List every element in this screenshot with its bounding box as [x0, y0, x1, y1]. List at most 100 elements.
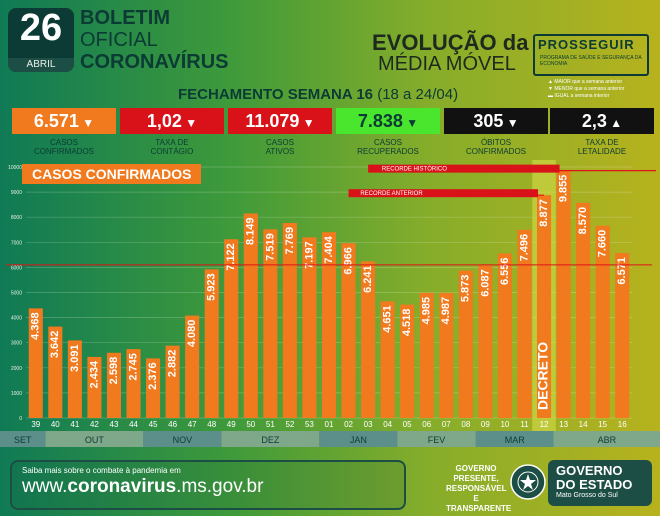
- x-tick-label: 52: [285, 420, 294, 429]
- bar-value-label: 7.769: [284, 227, 296, 255]
- bar-value-label: 6.966: [342, 247, 354, 275]
- indicator-value: 11.079: [245, 111, 300, 131]
- bar: [263, 229, 278, 418]
- x-tick-label: 11: [520, 420, 529, 429]
- indicator-value: 2,3: [581, 111, 607, 131]
- footer-link-box: [10, 460, 406, 510]
- x-tick-label: 44: [129, 420, 138, 429]
- bar: [302, 237, 317, 418]
- bar-value-label: 7.122: [225, 243, 237, 271]
- indicator-1: 1,02 ▼: [120, 108, 224, 134]
- x-tick-label: 14: [579, 420, 588, 429]
- indicator-3: 7.838 ▼: [336, 108, 440, 134]
- y-tick-label: 1000: [11, 391, 22, 397]
- bar: [321, 232, 337, 418]
- indicator-value: 7.838: [357, 111, 403, 131]
- month-band: [45, 431, 144, 447]
- government-logo: [548, 460, 652, 506]
- x-tick-label: 46: [168, 420, 177, 429]
- evolution-title: EVOLUÇÃO da: [372, 30, 529, 55]
- bar-value-label: 2.434: [88, 360, 100, 388]
- bar-value-label: 4.518: [401, 309, 413, 337]
- bar-value-label: 6.087: [479, 269, 491, 297]
- month-band: [221, 431, 320, 447]
- x-tick-label: 04: [383, 420, 392, 429]
- y-tick-label: 9000: [11, 190, 22, 196]
- bar-value-label: 4.368: [30, 312, 42, 340]
- bar: [341, 243, 356, 418]
- bar: [28, 308, 43, 418]
- y-tick-label: 6000: [11, 265, 22, 271]
- indicator-label: CASOS RECUPERADOS: [357, 138, 419, 156]
- bar-value-label: 8.149: [245, 217, 257, 245]
- x-tick-label: 16: [618, 420, 627, 429]
- bar-value-label: 7.404: [323, 235, 335, 263]
- bar: [439, 292, 454, 418]
- bar: [517, 229, 532, 418]
- bar: [48, 326, 63, 418]
- x-tick-label: 06: [422, 420, 431, 429]
- bar-value-label: 6.241: [362, 265, 374, 293]
- bar-value-label: 6.571: [616, 257, 628, 285]
- bar: [497, 253, 512, 418]
- bar: [204, 269, 219, 418]
- legend-up: ▲ MAIOR que a semana anterior: [548, 79, 623, 85]
- title-coronavirus: CORONAVÍRUS: [80, 51, 229, 73]
- y-tick-label: 8000: [11, 215, 22, 221]
- indicator-value: 1,02: [146, 111, 182, 131]
- bar-value-label: 7.496: [518, 234, 530, 262]
- bar: [361, 261, 376, 418]
- month-band: [553, 431, 660, 447]
- bar: [67, 340, 82, 418]
- indicator-2: 11.079 ▼: [228, 108, 332, 134]
- x-tick-label: 45: [149, 420, 158, 429]
- month-label: JAN: [350, 435, 367, 445]
- bar: [576, 202, 591, 418]
- legend-equal: ▬ IGUAL a semana interior: [548, 93, 610, 99]
- month-band: [397, 431, 476, 447]
- bar-value-label: 2.376: [147, 362, 159, 390]
- bar-value-label: 7.519: [264, 233, 276, 261]
- x-tick-label: 12: [540, 420, 549, 429]
- bar: [106, 352, 122, 418]
- date-day: 26: [19, 7, 63, 49]
- bar: [536, 195, 552, 418]
- bar-value-label: 4.985: [421, 297, 433, 325]
- month-label: MAR: [505, 435, 526, 445]
- bar-value-label: 8.877: [538, 199, 550, 227]
- week-title: FECHAMENTO SEMANA 16 (18 a 24/04): [178, 86, 459, 103]
- bar-value-label: 5.923: [206, 273, 218, 301]
- bar: [400, 304, 415, 418]
- footer-url[interactable]: www.coronavirus.ms.gov.br: [22, 476, 264, 497]
- arrow-down-icon: ▼: [181, 116, 198, 130]
- bar: [458, 270, 473, 418]
- arrow-down-icon: ▼: [299, 116, 315, 130]
- bar: [185, 315, 200, 418]
- indicator-5: 2,3 ▲: [550, 108, 654, 134]
- indicator-label: ÓBITOS CONFIRMADOS: [466, 138, 526, 156]
- month-label: OUT: [85, 435, 105, 445]
- record-previous-bg: [348, 189, 539, 198]
- prosseguir-subtitle: PROGRAMA DE SAÚDE E SEGURANÇA DA ECONOMI…: [540, 55, 642, 67]
- bar: [282, 222, 297, 418]
- month-band: [143, 431, 222, 447]
- y-tick-label: 2000: [11, 366, 22, 372]
- legend-down: ▼ MENOR que a semana anterior: [548, 86, 625, 92]
- month-band: [319, 431, 398, 447]
- x-tick-label: 41: [70, 420, 79, 429]
- arrow-down-icon: ▼: [78, 116, 95, 130]
- bar: [380, 301, 395, 418]
- bar-value-label: 3.091: [69, 344, 81, 372]
- bar-value-label: 2.745: [127, 353, 139, 381]
- footer-info: Saiba mais sobre o combate à pandemia em: [22, 466, 181, 475]
- bar: [556, 170, 571, 418]
- x-tick-label: 07: [442, 420, 451, 429]
- bar-value-label: 4.080: [186, 320, 198, 348]
- x-tick-label: 02: [344, 420, 353, 429]
- state-seal-icon: [510, 464, 546, 500]
- bar-value-label: 2.598: [108, 357, 120, 385]
- chart-title: CASOS CONFIRMADOS: [22, 164, 202, 184]
- x-tick-label: 40: [51, 420, 60, 429]
- indicator-value: 6.571: [33, 111, 79, 131]
- y-tick-label: 7000: [11, 240, 22, 246]
